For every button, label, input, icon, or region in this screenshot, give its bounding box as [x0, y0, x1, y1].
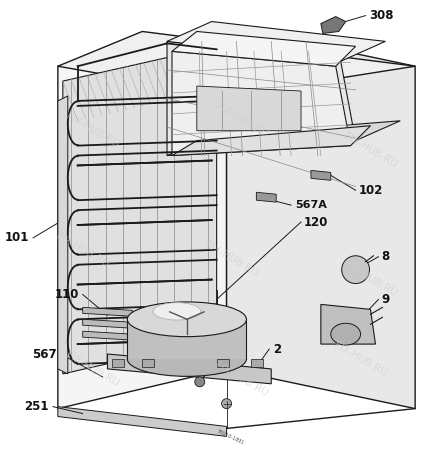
Text: 251: 251	[24, 400, 49, 413]
Polygon shape	[82, 307, 132, 316]
Polygon shape	[127, 320, 247, 359]
Polygon shape	[82, 320, 132, 328]
Circle shape	[195, 377, 205, 387]
Text: FIX-HUB.RU: FIX-HUB.RU	[54, 230, 111, 269]
Polygon shape	[167, 22, 385, 61]
Circle shape	[222, 399, 231, 409]
Text: 8: 8	[381, 250, 390, 263]
Polygon shape	[172, 51, 351, 156]
Text: FIX-HUB.RU: FIX-HUB.RU	[64, 112, 121, 150]
Polygon shape	[321, 304, 375, 344]
Text: FIX-HUB.RU: FIX-HUB.RU	[213, 102, 270, 140]
FancyBboxPatch shape	[112, 359, 125, 367]
Text: 102: 102	[358, 184, 383, 197]
FancyBboxPatch shape	[217, 359, 229, 367]
Text: 101: 101	[5, 231, 29, 244]
Polygon shape	[227, 27, 415, 409]
Ellipse shape	[331, 323, 361, 345]
Polygon shape	[167, 121, 400, 156]
Polygon shape	[58, 27, 227, 409]
Polygon shape	[82, 331, 132, 340]
Polygon shape	[321, 17, 345, 33]
Text: FIX-HUB.RU: FIX-HUB.RU	[213, 360, 270, 398]
Ellipse shape	[127, 342, 247, 376]
Text: 567А: 567А	[295, 200, 327, 210]
Text: FIX-HUB.RU: FIX-HUB.RU	[332, 340, 389, 378]
Text: 110: 110	[54, 288, 79, 301]
Text: FIX-HUB.RU: FIX-HUB.RU	[342, 261, 399, 299]
Text: 9: 9	[381, 293, 390, 306]
Polygon shape	[172, 32, 355, 66]
Polygon shape	[58, 407, 227, 436]
Text: 2: 2	[273, 342, 281, 356]
Polygon shape	[58, 32, 415, 96]
FancyBboxPatch shape	[251, 359, 263, 367]
Polygon shape	[172, 126, 371, 156]
Polygon shape	[311, 171, 331, 180]
Ellipse shape	[127, 302, 247, 337]
Polygon shape	[63, 46, 217, 374]
Polygon shape	[167, 41, 355, 156]
Text: T6910-1891: T6910-1891	[215, 428, 244, 445]
Text: 567: 567	[32, 347, 57, 360]
FancyBboxPatch shape	[142, 359, 154, 367]
Polygon shape	[58, 96, 68, 374]
Polygon shape	[108, 354, 271, 384]
Text: FIX-HUB.RU: FIX-HUB.RU	[203, 240, 260, 279]
Text: 120: 120	[304, 216, 329, 229]
Ellipse shape	[153, 303, 201, 320]
Text: 308: 308	[369, 9, 394, 22]
Text: FIX-HUB.RU: FIX-HUB.RU	[64, 350, 121, 388]
Text: FIX-HUB.RU: FIX-HUB.RU	[342, 131, 399, 170]
Polygon shape	[197, 86, 301, 130]
Polygon shape	[256, 192, 276, 202]
Circle shape	[342, 256, 369, 284]
